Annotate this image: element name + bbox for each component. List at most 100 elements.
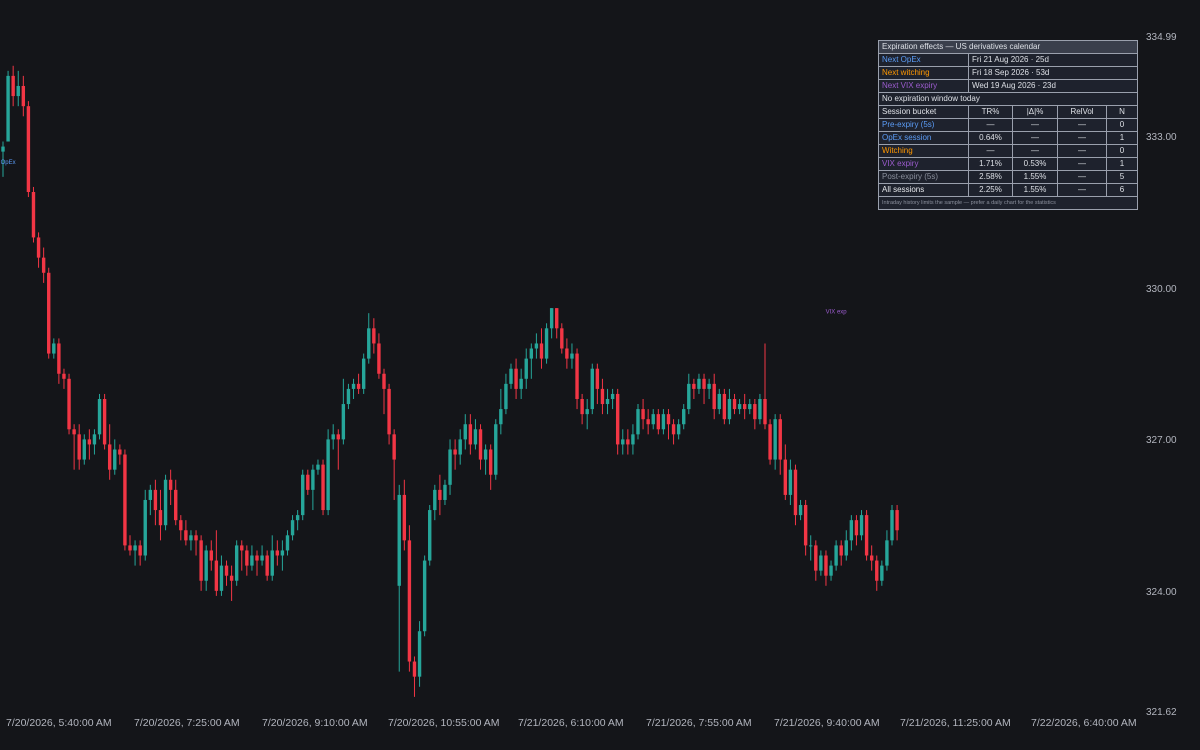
candle-body — [737, 404, 742, 410]
table-row: All sessions 2.25% 1.55% — 6 — [878, 183, 1138, 197]
next-vix-expiry-value: Wed 19 Aug 2026 · 23d — [968, 79, 1138, 93]
candle — [397, 484, 401, 672]
candle-body — [163, 479, 168, 526]
candle-body — [52, 343, 56, 354]
candle — [814, 540, 818, 581]
candle-body — [753, 404, 757, 420]
expiration-effects-table: Expiration effects — US derivatives cale… — [878, 40, 1138, 210]
candle-body — [859, 515, 864, 536]
candle-body — [488, 449, 493, 475]
candle — [585, 398, 589, 430]
candle — [707, 378, 711, 399]
candle-body — [885, 540, 889, 566]
candle-body — [758, 398, 762, 420]
candle — [641, 398, 645, 430]
candle — [234, 540, 239, 586]
next-opex-label: Next OpEx — [878, 53, 969, 67]
candle — [143, 489, 147, 561]
candle — [854, 515, 859, 546]
candle — [41, 247, 46, 283]
candle-body — [834, 545, 838, 566]
candle — [778, 414, 782, 475]
candle — [859, 510, 864, 541]
candle — [712, 373, 716, 420]
candle — [214, 530, 219, 596]
candle — [285, 530, 290, 556]
relvol-value: — — [1057, 131, 1107, 145]
candle — [250, 545, 254, 571]
window-status: No expiration window today — [878, 92, 1138, 106]
candle-body — [280, 550, 285, 556]
candle — [189, 530, 193, 551]
candle — [849, 515, 854, 551]
candle — [57, 338, 61, 384]
tr-value: 2.58% — [968, 170, 1013, 184]
candle-body — [499, 409, 503, 425]
candle — [417, 621, 422, 687]
candle-body — [534, 343, 539, 349]
time-axis[interactable]: 7/20/2026, 5:40:00 AM 7/20/2026, 7:25:00… — [6, 717, 1137, 729]
candle — [504, 373, 508, 415]
candle-body — [158, 510, 163, 526]
candle — [62, 368, 66, 389]
candle — [610, 388, 615, 410]
candle — [595, 363, 600, 405]
table-row: Post-expiry (5s) 2.58% 1.55% — 5 — [878, 170, 1138, 184]
price-tick-label: 334.99 — [1146, 32, 1177, 43]
time-tick-label: 7/20/2026, 10:55:00 AM — [388, 717, 500, 729]
candle — [773, 414, 777, 470]
candle — [448, 439, 452, 495]
candle — [869, 545, 874, 571]
next-vix-expiry-label: Next VIX expiry — [878, 79, 969, 93]
candle-body — [57, 343, 61, 374]
candle-body — [6, 75, 10, 142]
price-axis[interactable]: 334.99 333.00 330.00 327.00 324.00 321.6… — [1146, 32, 1177, 718]
candle — [367, 313, 371, 364]
footnote-row: Intraday history limits the sample — pre… — [878, 196, 1138, 210]
candle-body — [763, 398, 767, 425]
candle-body — [610, 393, 615, 399]
candle — [824, 550, 828, 586]
candle — [788, 459, 793, 506]
candle-body — [483, 449, 488, 460]
candle-body — [346, 388, 351, 405]
n-value: 1 — [1106, 157, 1138, 171]
candle-body — [605, 398, 610, 405]
table-title-row: Expiration effects — US derivatives cale… — [878, 40, 1138, 54]
candle-body — [377, 343, 381, 374]
candle — [443, 479, 447, 506]
candle-body — [234, 545, 239, 581]
candle-body — [509, 368, 513, 384]
candle-body — [194, 535, 198, 541]
candle-body — [41, 257, 46, 273]
candle — [392, 429, 396, 500]
bucket-label: All sessions — [878, 183, 969, 197]
candle-body — [356, 383, 361, 389]
candle — [666, 409, 671, 440]
candle — [732, 393, 737, 415]
candle-body — [626, 439, 630, 445]
candle — [118, 444, 122, 465]
candle — [153, 479, 158, 526]
candle — [361, 353, 366, 394]
candle — [382, 368, 386, 415]
candle — [179, 515, 183, 541]
candle-body — [97, 398, 102, 435]
candle-body — [869, 555, 874, 561]
candle-body — [539, 343, 544, 359]
candle-body — [443, 484, 447, 500]
candle — [575, 348, 579, 410]
time-tick-label: 7/21/2026, 6:10:00 AM — [518, 717, 624, 729]
candle — [87, 429, 92, 460]
candle-body — [555, 308, 559, 329]
next-opex-value: Fri 21 Aug 2026 · 25d — [968, 53, 1138, 67]
candle-body — [692, 383, 696, 389]
next-witching-label: Next witching — [878, 66, 969, 80]
candle-body — [636, 409, 640, 435]
candle-body — [412, 661, 417, 677]
candle — [529, 343, 534, 379]
candle-body — [844, 540, 848, 556]
candle — [458, 429, 462, 465]
price-tick-label: 327.00 — [1146, 435, 1177, 446]
